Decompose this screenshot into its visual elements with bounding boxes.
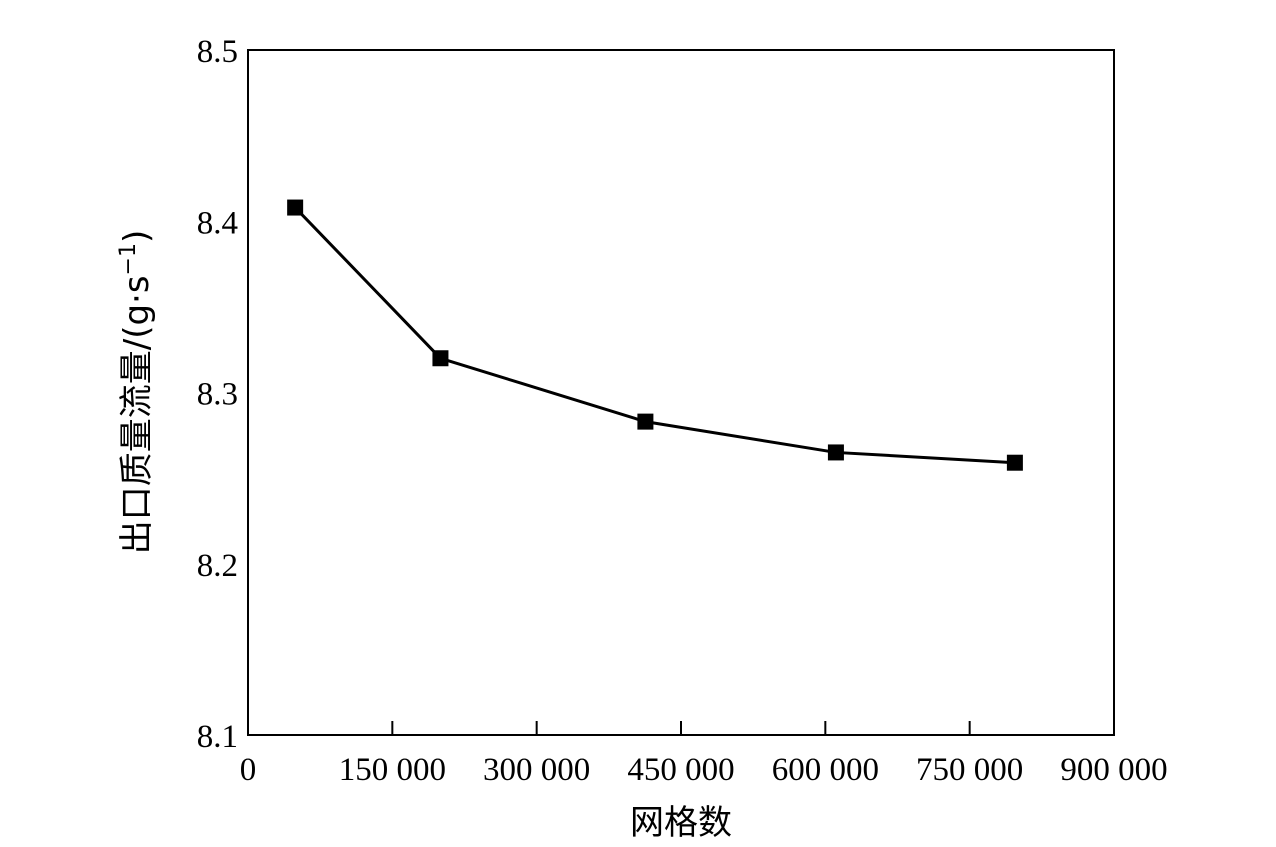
data-point (827, 444, 844, 461)
y-tick-label: 8.3 (197, 377, 238, 413)
y-tick-label: 8.2 (197, 548, 238, 584)
y-axis-ticks: 8.1 8.2 8.3 8.4 8.5 (197, 34, 238, 755)
x-tick-label: 750 000 (916, 752, 1023, 788)
y-axis-title-main: 出口质量流量/(g·s (117, 275, 157, 554)
data-point (287, 199, 304, 216)
x-axis-title: 网格数 (630, 803, 732, 843)
data-point (637, 413, 654, 430)
x-tick-label: 900 000 (1060, 752, 1167, 788)
y-axis-title: 出口质量流量/(g·s−1) (116, 230, 157, 555)
y-tick-label: 8.1 (197, 719, 238, 755)
data-point (432, 350, 449, 367)
y-tick-label: 8.5 (197, 34, 238, 70)
y-axis-title-superscript: −1 (116, 243, 141, 275)
series-layer (287, 199, 1023, 471)
x-axis-ticks: 0 150 000 300 000 450 000 600 000 750 000 900 … (240, 721, 1168, 788)
series-line (294, 206, 1015, 465)
x-tick-label: 0 (240, 752, 257, 788)
x-tick-label: 600 000 (772, 752, 879, 788)
data-point (1006, 454, 1023, 471)
y-tick-label: 8.4 (197, 205, 238, 241)
x-tick-label: 150 000 (339, 752, 446, 788)
y-axis-title-close: ) (117, 230, 157, 243)
plot-frame (247, 49, 1115, 736)
x-tick-label: 300 000 (483, 752, 590, 788)
x-tick-label: 450 000 (627, 752, 734, 788)
